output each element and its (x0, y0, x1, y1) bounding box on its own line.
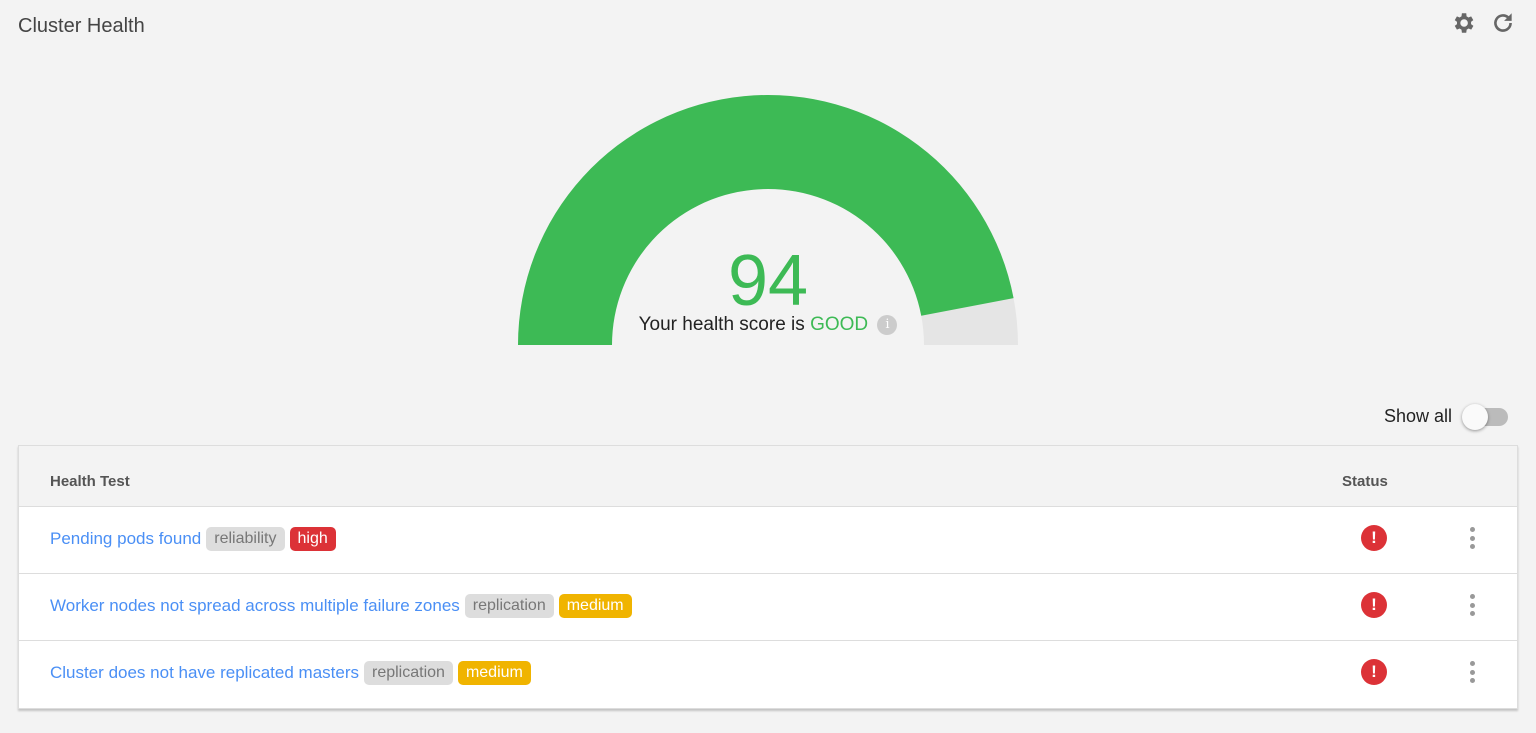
severity-badge: medium (558, 594, 632, 618)
severity-badge: medium (457, 661, 531, 685)
health-test-cell: Pending pods found reliability high (50, 527, 336, 551)
category-badge: replication (364, 661, 453, 685)
table-row: Cluster does not have replicated masters… (19, 641, 1517, 708)
table-header: Health Test Status (19, 446, 1517, 507)
health-gauge (518, 94, 1018, 345)
error-status-icon: ! (1361, 592, 1387, 618)
header-health-test: Health Test (50, 473, 130, 490)
table-row: Worker nodes not spread across multiple … (19, 574, 1517, 641)
health-test-cell: Cluster does not have replicated masters… (50, 661, 531, 685)
health-test-link[interactable]: Cluster does not have replicated masters (50, 663, 359, 682)
more-options-icon[interactable] (1464, 592, 1480, 618)
score-rating: GOOD (810, 314, 869, 335)
refresh-icon[interactable] (1490, 10, 1516, 36)
score-prefix: Your health score is (638, 314, 805, 335)
gear-icon[interactable] (1450, 10, 1476, 36)
health-score-text: Your health score is GOOD i (0, 314, 1536, 336)
more-options-icon[interactable] (1464, 659, 1480, 685)
show-all-toggle[interactable] (1462, 403, 1508, 430)
health-score: 94 (727, 241, 809, 321)
category-badge: replication (464, 594, 554, 618)
health-test-link[interactable]: Worker nodes not spread across multiple … (50, 596, 460, 615)
header-status: Status (1342, 473, 1388, 490)
more-options-icon[interactable] (1464, 525, 1480, 551)
show-all-label: Show all (1383, 406, 1452, 426)
page-title: Cluster Health (18, 15, 145, 37)
health-tests-table: Health Test Status Pending pods found re… (18, 445, 1518, 709)
info-icon[interactable]: i (877, 314, 898, 335)
health-test-link[interactable]: Pending pods found (50, 529, 202, 548)
show-all-control: Show all (1383, 403, 1508, 430)
health-test-cell: Worker nodes not spread across multiple … (50, 594, 632, 618)
gauge-fill (518, 94, 1014, 345)
error-status-icon: ! (1361, 659, 1387, 685)
category-badge: reliability (206, 527, 285, 551)
table-row: Pending pods found reliability high ! (19, 507, 1517, 574)
error-status-icon: ! (1361, 525, 1387, 551)
severity-badge: high (289, 527, 336, 551)
